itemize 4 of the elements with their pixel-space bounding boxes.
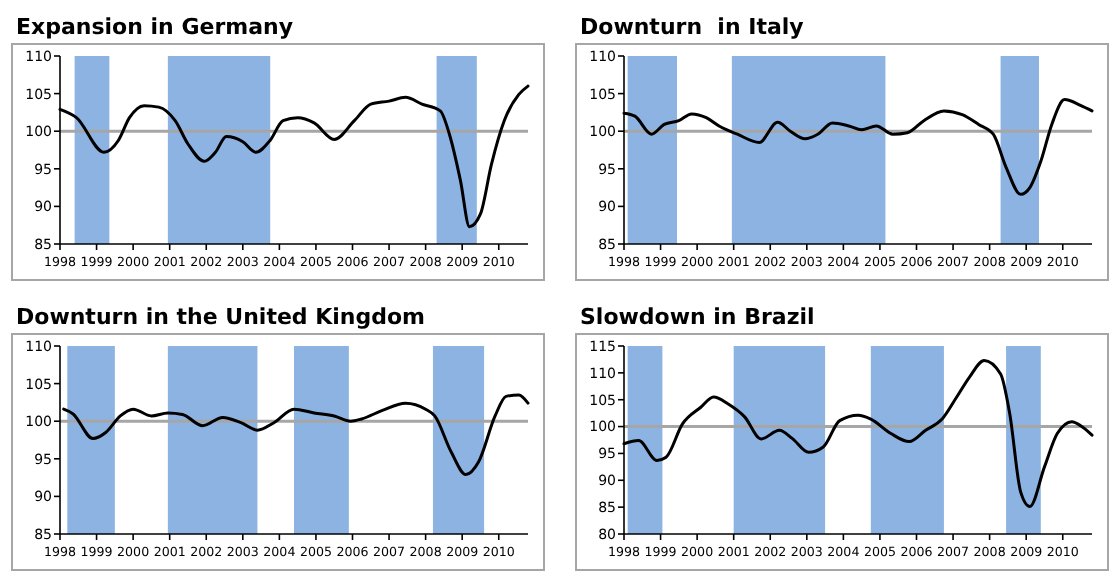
- chart-title: Expansion in Germany: [16, 14, 294, 40]
- chart-title: Slowdown in Brazil: [580, 304, 815, 330]
- chart-title: Downturn in the United Kingdom: [16, 304, 426, 330]
- chart-title: Downturn in Italy: [580, 14, 804, 40]
